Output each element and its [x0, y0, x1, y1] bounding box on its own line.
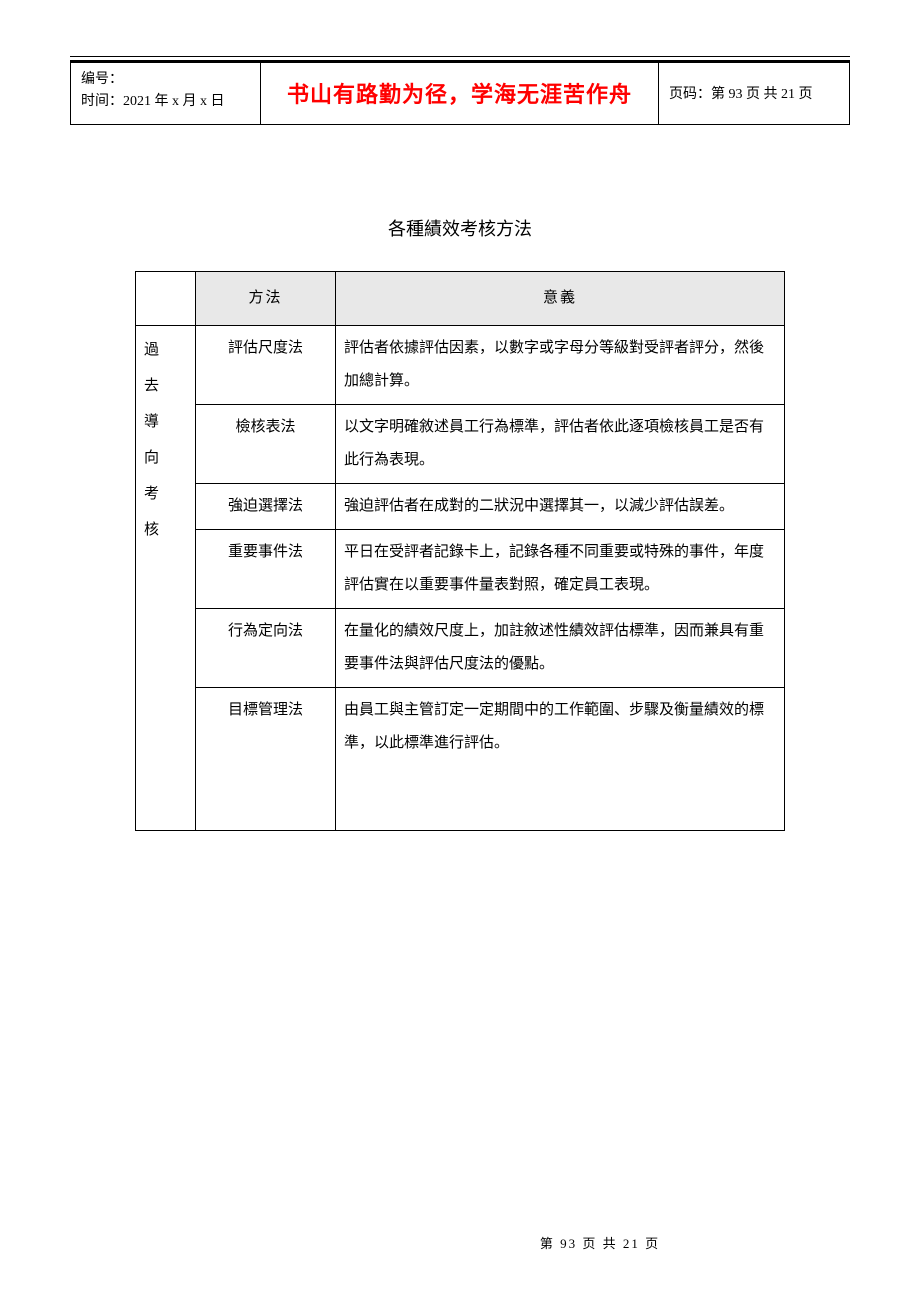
table-row: 檢核表法 以文字明確敘述員工行為標準，評估者依此逐項檢核員工是否有此行為表現。 [136, 404, 785, 483]
table-header-blank [136, 271, 196, 325]
document-header: 编号： 时间：2021 年 x 月 x 日 书山有路勤为径，学海无涯苦作舟 页码… [70, 60, 850, 125]
category-char: 考 [144, 476, 187, 512]
header-left-cell: 编号： 时间：2021 年 x 月 x 日 [71, 63, 261, 124]
method-cell: 重要事件法 [196, 529, 336, 608]
meaning-cell: 以文字明確敘述員工行為標準，評估者依此逐項檢核員工是否有此行為表現。 [336, 404, 785, 483]
table-row: 重要事件法 平日在受評者記錄卡上，記錄各種不同重要或特殊的事件，年度評估實在以重… [136, 529, 785, 608]
page-label: 页码： [669, 83, 711, 103]
header-motto: 书山有路勤为径，学海无涯苦作舟 [287, 77, 632, 109]
method-cell: 行為定向法 [196, 608, 336, 687]
header-mid-cell: 书山有路勤为径，学海无涯苦作舟 [261, 63, 659, 124]
serial-label: 编号： [81, 69, 252, 91]
table-header-meaning: 意義 [336, 271, 785, 325]
page-footer: 第 93 页 共 21 页 [0, 1233, 920, 1252]
category-char: 向 [144, 440, 187, 476]
table-row: 行為定向法 在量化的績效尺度上，加註敘述性績效評估標準，因而兼具有重要事件法與評… [136, 608, 785, 687]
header-top-rule [70, 56, 850, 57]
category-char: 核 [144, 512, 187, 548]
method-cell: 評估尺度法 [196, 325, 336, 404]
page-value: 第 93 页 共 21 页 [711, 83, 813, 103]
method-cell: 強迫選擇法 [196, 483, 336, 529]
table-row: 目標管理法 由員工與主管訂定一定期間中的工作範圍、步驟及衡量績效的標準，以此標準… [136, 687, 785, 830]
time-line: 时间：2021 年 x 月 x 日 [81, 91, 252, 113]
time-label: 时间： [81, 94, 123, 109]
page-title: 各種績效考核方法 [70, 215, 850, 241]
meaning-cell: 由員工與主管訂定一定期間中的工作範圍、步驟及衡量績效的標準，以此標準進行評估。 [336, 687, 785, 830]
method-cell: 目標管理法 [196, 687, 336, 830]
category-cell: 過 去 導 向 考 核 [136, 325, 196, 830]
meaning-cell: 平日在受評者記錄卡上，記錄各種不同重要或特殊的事件，年度評估實在以重要事件量表對… [336, 529, 785, 608]
header-right-cell: 页码：第 93 页 共 21 页 [659, 63, 849, 124]
meaning-cell: 強迫評估者在成對的二狀況中選擇其一，以減少評估誤差。 [336, 483, 785, 529]
meaning-cell: 評估者依據評估因素，以數字或字母分等級對受評者評分，然後加總計算。 [336, 325, 785, 404]
table-row: 過 去 導 向 考 核 評估尺度法 評估者依據評估因素，以數字或字母分等級對受評… [136, 325, 785, 404]
category-char: 導 [144, 404, 187, 440]
category-char: 過 [144, 332, 187, 368]
time-value: 2021 年 x 月 x 日 [123, 94, 225, 109]
meaning-cell: 在量化的績效尺度上，加註敘述性績效評估標準，因而兼具有重要事件法與評估尺度法的優… [336, 608, 785, 687]
table-header-method: 方法 [196, 271, 336, 325]
table-header-row: 方法 意義 [136, 271, 785, 325]
methods-table: 方法 意義 過 去 導 向 考 核 評估尺度法 評估者依據評估因素，以數字或字母… [135, 271, 785, 831]
method-cell: 檢核表法 [196, 404, 336, 483]
table-row: 強迫選擇法 強迫評估者在成對的二狀況中選擇其一，以減少評估誤差。 [136, 483, 785, 529]
category-char: 去 [144, 368, 187, 404]
